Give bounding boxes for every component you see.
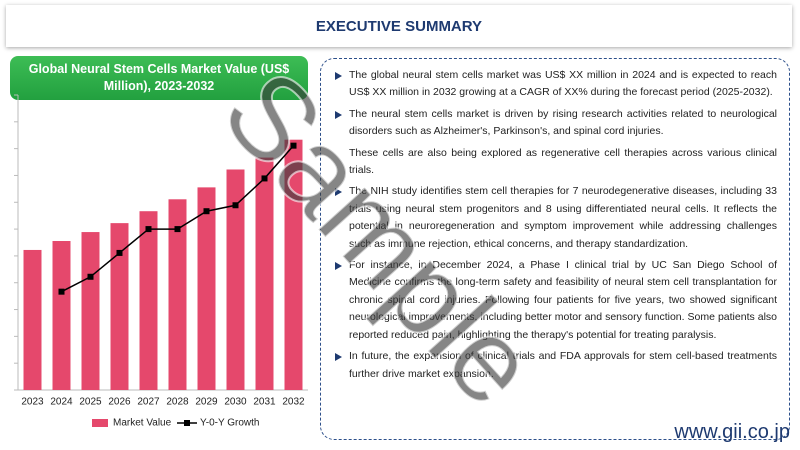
bullet-point: In future, the expansion of clinical tri… xyxy=(333,348,777,383)
bar xyxy=(255,157,274,390)
growth-marker xyxy=(290,142,297,149)
chart-title: Global Neural Stem Cells Market Value (U… xyxy=(10,56,308,100)
x-tick-label: 2027 xyxy=(137,397,160,408)
summary-box: The global neural stem cells market was … xyxy=(320,58,790,440)
x-tick-label: 2025 xyxy=(79,397,102,408)
bar xyxy=(284,139,303,390)
growth-marker xyxy=(116,249,123,256)
header-title: EXECUTIVE SUMMARY xyxy=(6,5,792,47)
bullet-text: For instance, in December 2024, a Phase … xyxy=(349,259,777,341)
x-tick-label: 2024 xyxy=(50,397,73,408)
bar xyxy=(81,232,100,390)
x-tick-label: 2032 xyxy=(282,397,305,408)
x-tick-label: 2029 xyxy=(195,397,218,408)
growth-marker xyxy=(145,226,152,233)
bullet-point: The neural stem cells market is driven b… xyxy=(333,106,777,180)
growth-marker xyxy=(261,175,268,182)
x-tick-label: 2030 xyxy=(224,397,247,408)
legend-label: Market Value xyxy=(113,418,172,429)
growth-marker xyxy=(174,226,181,233)
bullet-text: The global neural stem cells market was … xyxy=(349,69,777,99)
x-tick-label: 2026 xyxy=(108,397,131,408)
x-tick-label: 2031 xyxy=(253,397,276,408)
bullet-text: In future, the expansion of clinical tri… xyxy=(349,350,777,380)
growth-marker xyxy=(232,202,239,209)
bullet-text: The neural stem cells market is driven b… xyxy=(349,107,777,138)
growth-marker xyxy=(203,208,210,215)
bullet-text: These cells are also being explored as r… xyxy=(349,146,777,177)
bar xyxy=(168,199,187,390)
footer-url: www.gii.co.jp xyxy=(674,421,790,443)
bullet-point: For instance, in December 2024, a Phase … xyxy=(333,257,777,344)
bullet-text: The NIH study identifies stem cell thera… xyxy=(349,185,777,250)
growth-marker xyxy=(87,273,94,280)
bar xyxy=(110,223,129,390)
legend-swatch xyxy=(92,419,108,427)
x-tick-label: 2028 xyxy=(166,397,189,408)
legend-label: Y-0-Y Growth xyxy=(200,418,259,429)
legend-swatch xyxy=(184,420,190,426)
chart: 2023 2024 2025 2026 2027 2028 2029 2030 2031 2032… xyxy=(14,94,308,429)
bar xyxy=(52,241,71,390)
bar xyxy=(139,211,158,390)
bar xyxy=(197,187,216,390)
bullet-point: The NIH study identifies stem cell thera… xyxy=(333,183,777,253)
bar xyxy=(23,249,42,390)
x-tick-label: 2023 xyxy=(21,397,44,408)
bar xyxy=(226,169,245,390)
growth-marker xyxy=(58,288,65,295)
bullet-point: The global neural stem cells market was … xyxy=(333,67,777,102)
